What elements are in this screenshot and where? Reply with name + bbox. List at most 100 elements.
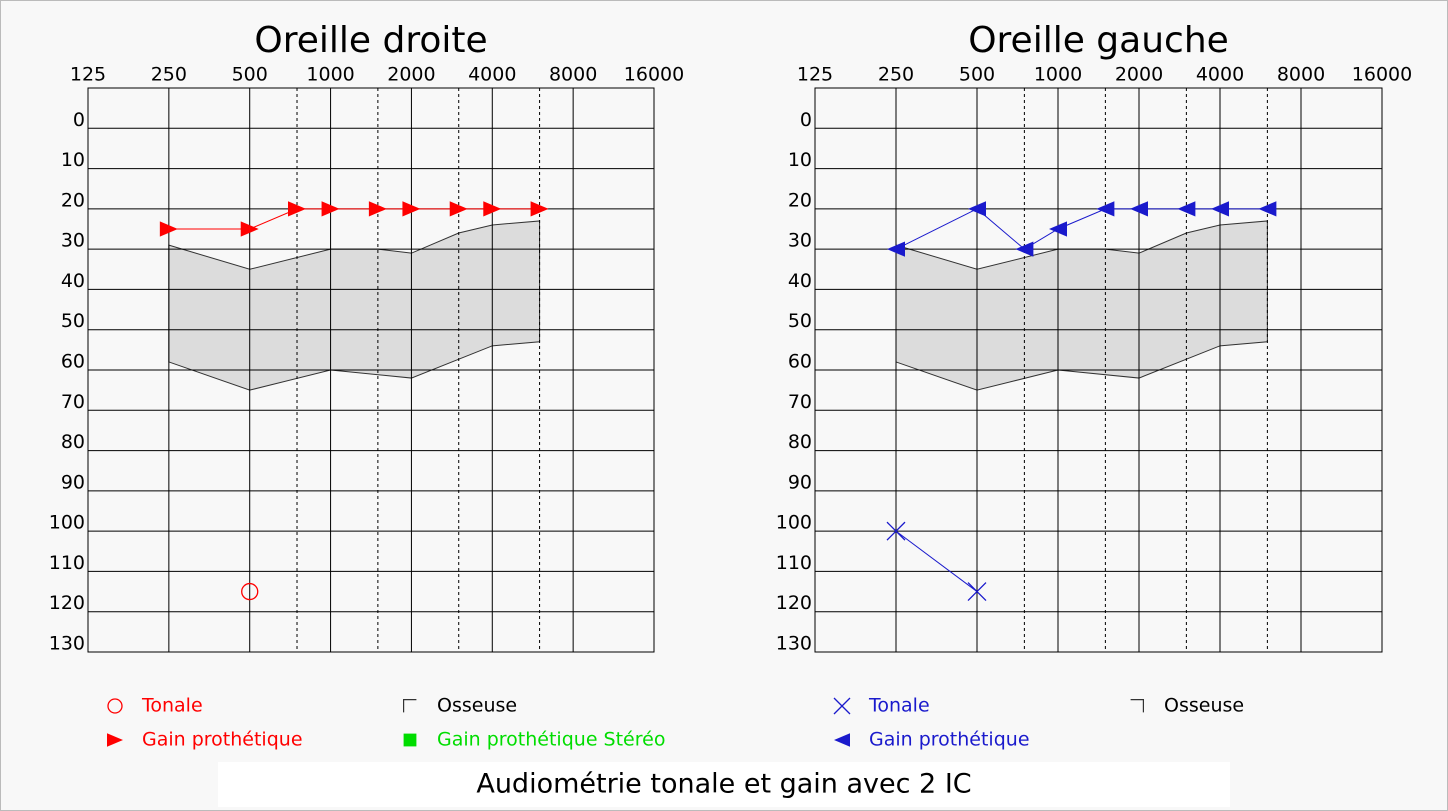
marker — [887, 241, 905, 257]
marker-triangle — [887, 241, 905, 257]
legend-label: Osseuse — [437, 695, 517, 717]
marker-square — [403, 733, 417, 747]
marker — [1130, 699, 1144, 713]
x-tick-label: 4000 — [468, 64, 516, 86]
y-tick-label: 110 — [776, 552, 812, 574]
chart-title: Oreille gauche — [968, 20, 1229, 61]
marker-triangle — [321, 201, 340, 217]
marker-triangle — [1177, 201, 1196, 217]
y-tick-label: 90 — [788, 471, 812, 493]
marker-triangle — [1211, 201, 1229, 217]
marker-triangle — [530, 201, 549, 217]
y-tick-label: 10 — [61, 149, 85, 171]
marker-triangle — [1130, 201, 1148, 217]
y-tick-label: 100 — [776, 512, 812, 534]
y-tick-label: 40 — [61, 270, 85, 292]
marker — [107, 698, 123, 714]
legend-label: Tonale — [868, 695, 930, 717]
y-tick-label: 100 — [49, 512, 85, 534]
marker — [1177, 201, 1196, 217]
series-line — [895, 530, 978, 592]
marker — [968, 201, 986, 217]
y-tick-label: 90 — [61, 471, 85, 493]
y-tick-label: 30 — [61, 230, 85, 252]
plot-frame — [87, 87, 655, 653]
marker — [321, 201, 340, 217]
y-tick-label: 70 — [788, 391, 812, 413]
marker — [967, 582, 987, 602]
caption: Audiométrie tonale et gain avec 2 IC — [476, 769, 971, 800]
y-tick-label: 20 — [788, 189, 812, 211]
marker — [1258, 201, 1277, 217]
caption-box — [218, 762, 1230, 807]
y-tick-label: 60 — [788, 351, 812, 373]
marker-triangle — [107, 733, 123, 747]
x-tick-label: 16000 — [624, 64, 684, 86]
x-tick-label: 2000 — [1115, 64, 1163, 86]
marker — [1049, 221, 1067, 237]
marker-circle — [241, 582, 259, 601]
marker — [530, 201, 549, 217]
marker-circle — [107, 698, 123, 714]
marker-bracket — [1130, 699, 1144, 713]
y-tick-label: 0 — [800, 109, 812, 131]
legend-label: Gain prothétique Stéréo — [437, 729, 665, 751]
marker-triangle — [159, 221, 178, 237]
x-tick-label: 8000 — [549, 64, 597, 86]
x-tick-label: 2000 — [387, 64, 435, 86]
marker-triangle — [1015, 241, 1034, 257]
marker — [240, 221, 259, 237]
y-tick-label: 120 — [776, 592, 812, 614]
x-tick-label: 1000 — [1034, 64, 1082, 86]
marker-triangle — [449, 201, 468, 217]
y-tick-label: 40 — [788, 270, 812, 292]
y-tick-label: 130 — [776, 633, 812, 655]
legend-label: Osseuse — [1164, 695, 1244, 717]
marker-triangle — [834, 733, 850, 747]
marker-triangle — [1049, 221, 1067, 237]
y-tick-label: 70 — [61, 391, 85, 413]
x-tick-label: 500 — [959, 64, 995, 86]
marker-triangle — [368, 201, 387, 217]
marker — [403, 733, 417, 747]
legend-label: Gain prothétique — [869, 729, 1030, 751]
marker — [449, 201, 468, 217]
marker-triangle — [1258, 201, 1277, 217]
x-tick-label: 1000 — [306, 64, 354, 86]
marker-triangle — [968, 201, 986, 217]
marker — [1096, 201, 1115, 217]
marker-cross — [833, 697, 851, 715]
legend-label: Tonale — [141, 695, 203, 717]
legend-label: Gain prothétique — [142, 729, 303, 751]
x-tick-label: 125 — [797, 64, 833, 86]
y-tick-label: 0 — [73, 109, 85, 131]
y-tick-label: 60 — [61, 351, 85, 373]
x-tick-label: 4000 — [1196, 64, 1244, 86]
y-tick-label: 50 — [788, 310, 812, 332]
marker — [1015, 241, 1034, 257]
marker-triangle — [288, 201, 307, 217]
marker-triangle — [240, 221, 259, 237]
marker-cross — [886, 521, 906, 541]
marker-triangle — [483, 201, 502, 217]
plot-frame — [814, 87, 1383, 653]
y-tick-label: 20 — [61, 189, 85, 211]
chart-title: Oreille droite — [254, 20, 487, 61]
marker — [368, 201, 387, 217]
x-tick-label: 125 — [70, 64, 106, 86]
marker — [1130, 201, 1148, 217]
y-tick-label: 130 — [49, 633, 85, 655]
marker — [241, 582, 259, 601]
y-tick-label: 80 — [61, 431, 85, 453]
marker — [1211, 201, 1229, 217]
marker — [833, 697, 851, 715]
marker — [834, 733, 850, 747]
marker — [159, 221, 178, 237]
marker-cross — [967, 582, 987, 602]
y-tick-label: 50 — [61, 310, 85, 332]
x-tick-label: 250 — [878, 64, 914, 86]
marker — [107, 733, 123, 747]
x-tick-label: 500 — [232, 64, 268, 86]
marker — [886, 521, 906, 541]
